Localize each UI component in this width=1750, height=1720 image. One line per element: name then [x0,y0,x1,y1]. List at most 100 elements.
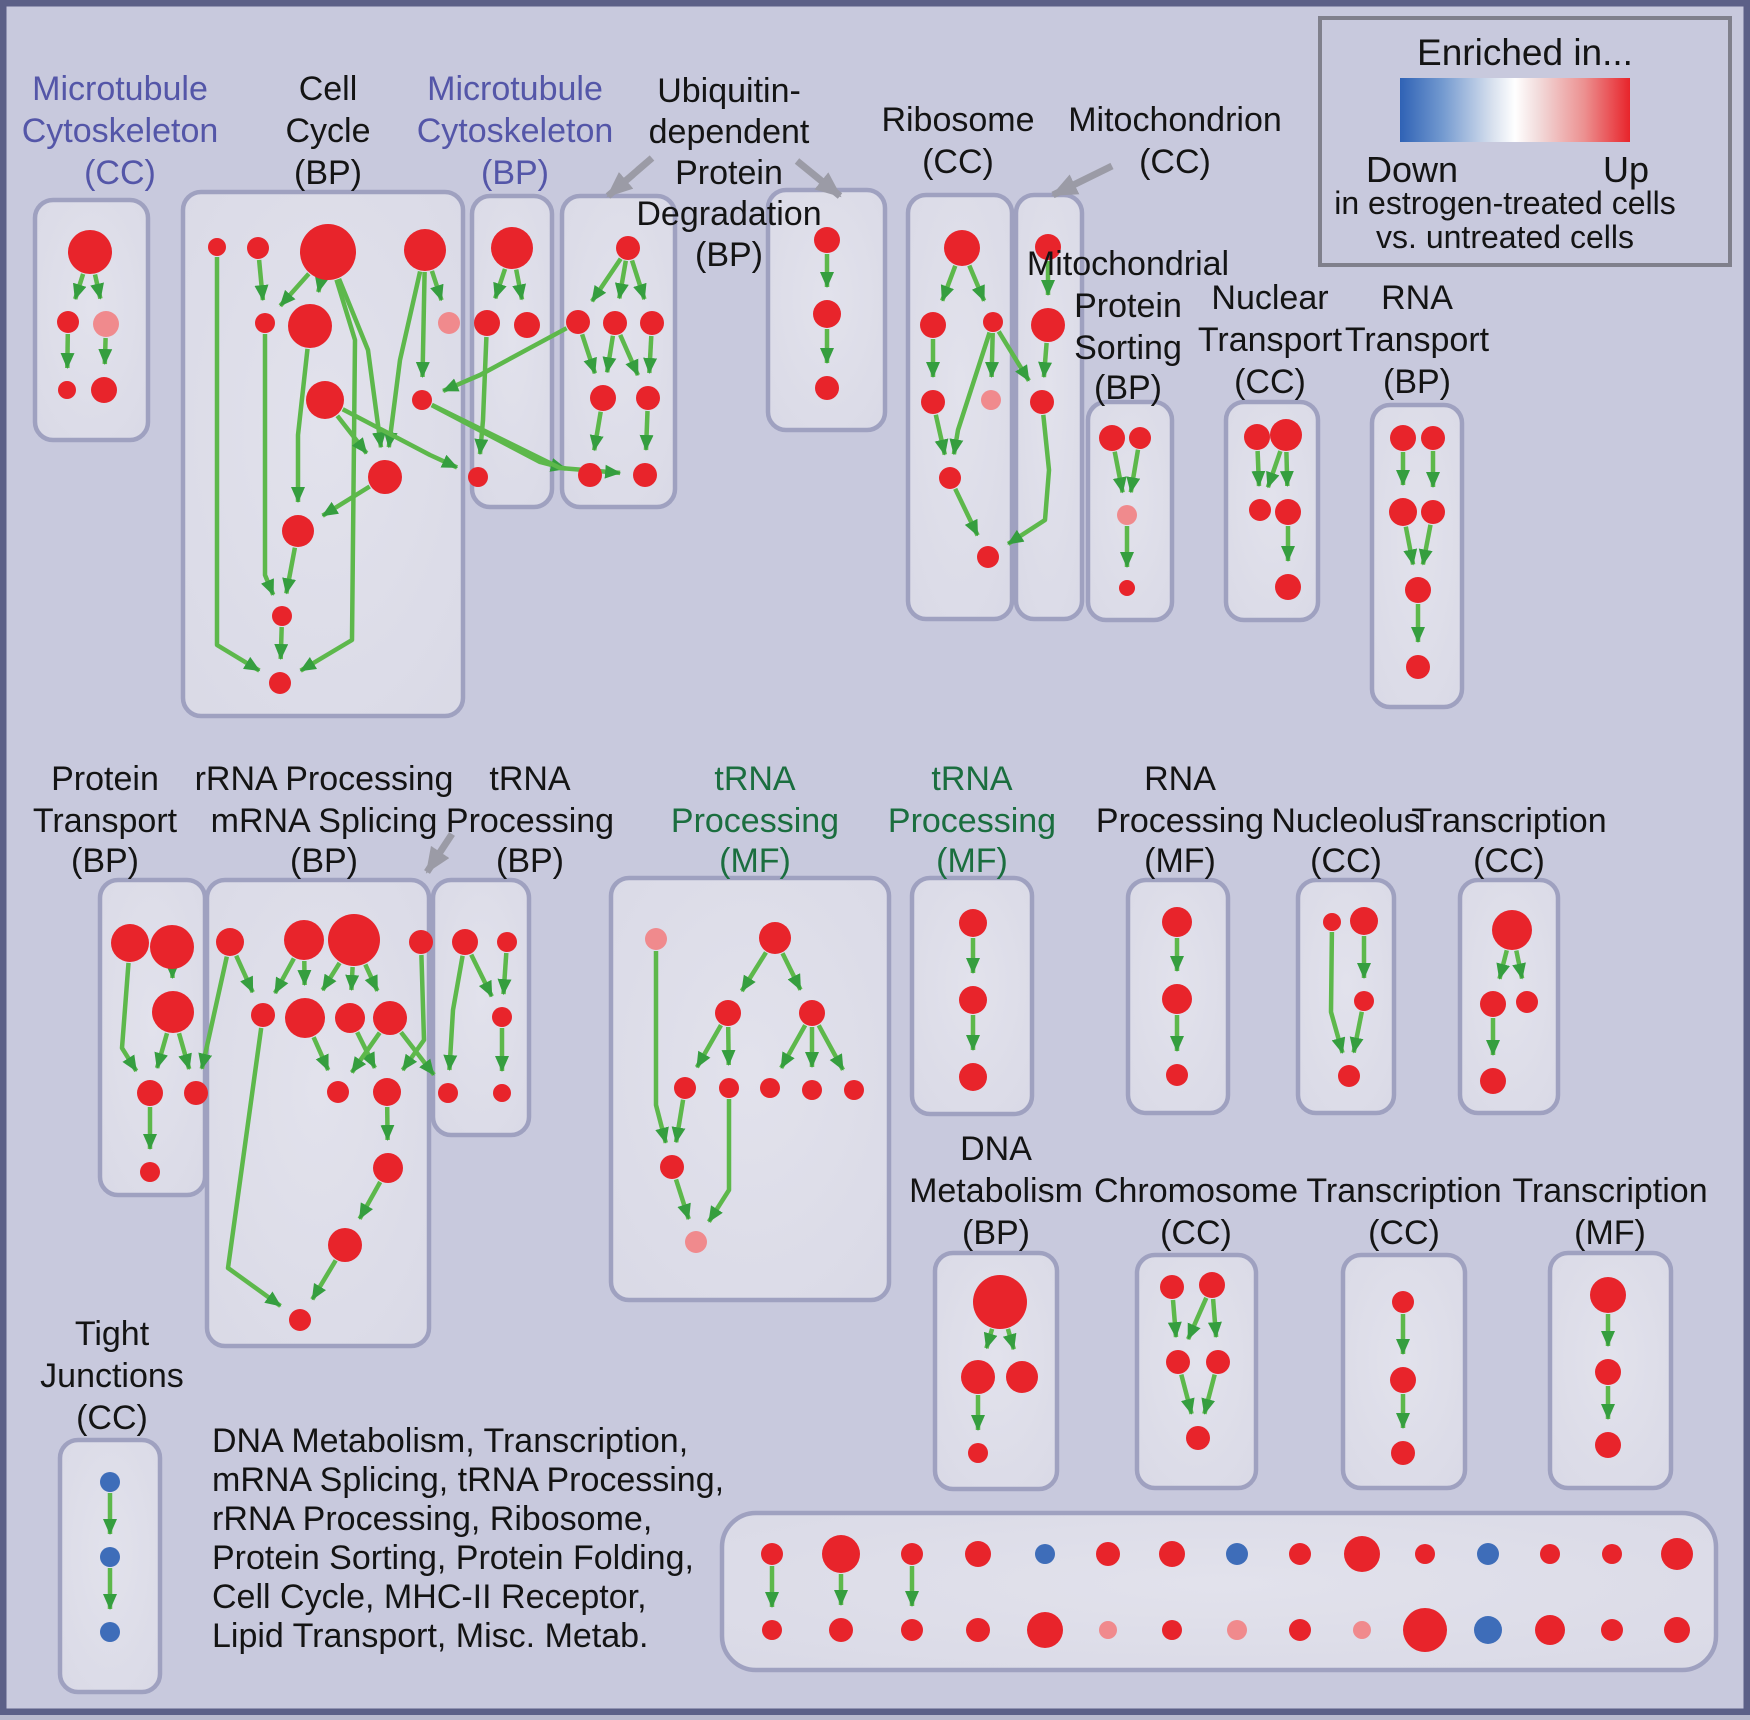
go-term-node-red [1595,1432,1621,1458]
relation-edge [1173,1300,1176,1337]
go-term-node-red [1162,1620,1182,1640]
go-term-node-red [965,1541,991,1567]
cluster-label-protein-transport-bp: Transport [33,802,178,840]
legend-subtitle: in estrogen-treated cells [1334,185,1676,221]
go-term-node-red [1031,308,1065,342]
cluster-box-chromosome-cc [1137,1255,1256,1488]
go-term-node-red [1492,910,1532,950]
go-term-node-red [578,463,602,487]
go-term-node-pink [1227,1620,1247,1640]
go-term-node-red [1206,1350,1230,1374]
cluster-label-trna-processing-bp: tRNA [489,760,571,798]
go-term-node-red [802,1080,822,1100]
go-term-node-red [829,1618,853,1642]
go-term-node-red [1535,1615,1565,1645]
cluster-label-dna-metabolism-bp: (BP) [962,1214,1030,1252]
go-term-node-red [1664,1617,1690,1643]
go-term-node-red [152,991,194,1033]
go-term-node-red [404,229,446,271]
go-term-node-red [328,914,380,966]
cluster-label-mitochondrial-protein-sorting-bp: Protein [1074,287,1182,325]
go-term-node-red [150,925,194,969]
go-term-node-blue [1226,1543,1248,1565]
go-term-node-red [813,300,841,328]
go-term-node-red [368,460,402,494]
cluster-label-nucleolus-cc: Nucleolus [1271,802,1420,840]
go-term-node-blue [100,1622,120,1642]
go-term-node-red [328,1228,362,1262]
go-term-node-red [920,312,946,338]
cluster-label-rrna-processing-mrna-splicing-bp: mRNA Splicing [211,802,438,840]
go-term-node-blue [1474,1616,1502,1644]
cluster-label-microtubule-cytoskeleton-cc: Cytoskeleton [22,112,219,150]
go-term-node-red [1289,1543,1311,1565]
go-term-node-red [1323,913,1341,931]
cluster-label-rna-transport-bp: RNA [1381,279,1453,317]
go-term-node-red [1602,1544,1622,1564]
go-term-node-pink [981,390,1001,410]
go-term-node-red [288,304,332,348]
go-term-node-red [674,1077,696,1099]
relation-edge [992,333,993,377]
cluster-label-ubiquitin-degradation-bp: dependent [649,113,810,151]
cluster-label-trna-processing-bp: Processing [446,802,614,840]
cluster-label-rna-transport-bp: (BP) [1383,363,1451,401]
cluster-label-mitochondrion-cc: Mitochondrion [1068,101,1282,139]
cluster-label-nuclear-transport-cc: Nuclear [1211,279,1328,317]
go-term-node-red [491,227,533,269]
go-term-node-red [640,311,664,335]
go-term-node-red [1516,991,1538,1013]
cluster-label-cell-cycle-bp: Cycle [285,112,370,150]
go-term-node-red [412,390,432,410]
go-term-node-red [58,381,76,399]
go-term-node-red [1590,1277,1626,1313]
relation-edge [351,967,352,990]
go-term-node-pink [438,312,460,334]
go-term-node-red [1275,574,1301,600]
go-term-node-red [300,224,356,280]
go-term-node-red [251,1003,275,1027]
relation-edge [649,336,651,373]
cluster-label-transcription-mf: Transcription [1512,1172,1707,1210]
cluster-label-ubiquitin-degradation-bp: Degradation [636,195,821,233]
cluster-label-transcription-cc-1: (CC) [1473,842,1545,880]
cluster-label-microtubule-cytoskeleton-cc: Microtubule [32,70,208,108]
go-term-node-red [959,1063,987,1091]
go-term-node-red [111,924,149,962]
go-term-node-red [137,1080,163,1106]
cluster-label-protein-transport-bp: Protein [51,760,159,798]
go-term-node-pink [685,1231,707,1253]
go-term-node-red [616,236,640,260]
go-term-node-red [1601,1619,1623,1641]
go-term-node-red [493,1084,511,1102]
cluster-label-ubiquitin-degradation-bp: (BP) [695,236,763,274]
go-term-node-red [255,313,275,333]
go-term-node-red [1162,984,1192,1014]
go-term-node-red [799,1000,825,1026]
go-term-node-red [636,386,660,410]
cluster-label-mitochondrion-cc: (CC) [1139,143,1211,181]
misc-categories-text: DNA Metabolism, Transcription, [212,1422,688,1460]
cluster-box-misc-strip [722,1513,1716,1670]
go-term-node-red [1415,1544,1435,1564]
go-term-node-red [1390,1367,1416,1393]
go-term-node-red [438,1083,458,1103]
go-term-node-red [983,312,1003,332]
relation-edge [105,338,106,364]
cluster-label-ubiquitin-degradation-bp: Ubiquitin- [657,72,801,110]
go-term-node-red [1406,655,1430,679]
go-term-node-red [1405,577,1431,603]
go-term-node-red [373,1001,407,1035]
cluster-label-nucleolus-cc: (CC) [1310,842,1382,880]
cluster-label-trna-processing-bp: (BP) [496,842,564,880]
go-term-node-red [1403,1608,1447,1652]
go-term-node-blue [100,1547,120,1567]
cluster-label-ribosome-cc: Ribosome [881,101,1034,139]
go-term-node-red [1421,500,1445,524]
go-term-node-red [1480,991,1506,1017]
go-term-node-red [68,230,112,274]
go-term-node-red [1661,1538,1693,1570]
go-term-node-red [91,377,117,403]
